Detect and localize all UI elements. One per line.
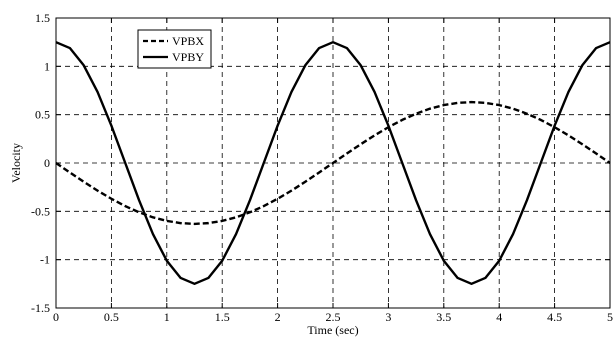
y-axis-label: Velocity xyxy=(9,143,23,183)
x-tick-label: 1.5 xyxy=(215,310,230,324)
series-layer xyxy=(55,40,611,286)
x-tick-label: 3 xyxy=(385,310,391,324)
legend-label-vpby: VPBY xyxy=(172,50,204,64)
x-tick-label: 3.5 xyxy=(436,310,451,324)
series-line-vpbx xyxy=(55,100,611,226)
series-line-vpby xyxy=(55,40,611,286)
y-tick-label: -1 xyxy=(40,253,50,267)
y-tick-label: 0 xyxy=(44,156,50,170)
x-tick-label: 0 xyxy=(53,310,59,324)
y-tick-label: -1.5 xyxy=(31,301,50,315)
y-tick-label: -0.5 xyxy=(31,204,50,218)
x-tick-label: 4 xyxy=(496,310,502,324)
x-tick-label: 2 xyxy=(275,310,281,324)
y-tick-label: 0.5 xyxy=(35,108,50,122)
x-tick-label: 4.5 xyxy=(547,310,562,324)
y-tick-label: 1.5 xyxy=(35,11,50,25)
legend-label-vpbx: VPBX xyxy=(172,34,204,48)
x-axis-label: Time (sec) xyxy=(307,323,358,337)
x-tick-label: 0.5 xyxy=(104,310,119,324)
y-tick-label: 1 xyxy=(44,59,50,73)
legend-box xyxy=(137,29,212,69)
x-tick-label: 1 xyxy=(164,310,170,324)
tick-label-layer: 0 0.5 1 1.5 2 2.5 3 3.5 4 4.5 5 -1.5 -1 -0.5 0 0.5 1 1.5 xyxy=(31,11,613,324)
x-tick-label: 2.5 xyxy=(326,310,341,324)
tick-layer xyxy=(55,17,611,309)
legend: VPBX VPBY xyxy=(137,29,212,69)
x-tick-label: 5 xyxy=(607,310,613,324)
